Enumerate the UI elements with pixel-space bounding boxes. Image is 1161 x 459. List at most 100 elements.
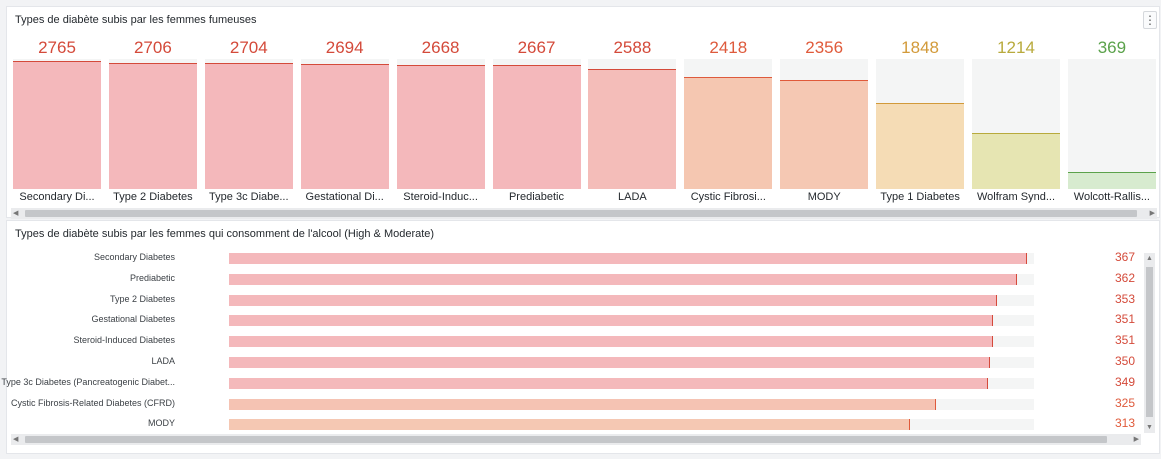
gauge-fill — [876, 103, 965, 189]
alcohol-diabetes-panel: Types de diabète subis par les femmes qu… — [1, 220, 1160, 454]
gauge-track — [300, 59, 389, 189]
gauge-fill — [108, 63, 197, 189]
bar-track — [229, 336, 1034, 348]
scrollbar-thumb[interactable] — [25, 436, 1107, 443]
gauge-track — [396, 59, 485, 189]
bar-row: MODY 313 — [7, 415, 1135, 433]
gauge: 369 Wolcott-Rallis... — [1067, 7, 1156, 207]
scroll-right-icon[interactable]: ▶ — [1149, 210, 1155, 217]
gauge-label: Type 2 Diabetes — [113, 191, 193, 203]
gauge-value: 2588 — [613, 38, 652, 57]
gauge-fill — [684, 76, 773, 189]
scrollbar-thumb[interactable] — [25, 210, 1137, 217]
bar-label: Secondary Diabetes — [93, 252, 175, 262]
gauge-fill — [396, 65, 485, 189]
bar-row: Gestational Diabetes 351 — [7, 311, 1135, 329]
gauge: 2588 LADA — [588, 7, 677, 207]
gauge-track — [780, 59, 869, 189]
gauge-track — [204, 59, 293, 189]
vertical-scrollbar[interactable]: ▲ ▼ — [1144, 253, 1155, 433]
gauge-track — [492, 59, 581, 189]
gauge-value: 2706 — [133, 38, 172, 57]
gauge-fill — [972, 132, 1060, 189]
gauge-track — [588, 59, 677, 189]
gauge: 1214 Wolfram Synd... — [972, 7, 1060, 207]
kebab-menu-icon[interactable]: ⋮ — [1143, 11, 1157, 29]
gauge-fill — [588, 68, 677, 189]
gauge-label: Gestational Di... — [305, 191, 384, 203]
gauge-value: 1214 — [997, 38, 1035, 57]
scroll-up-icon[interactable]: ▲ — [1146, 255, 1153, 262]
bar-row: Secondary Diabetes 367 — [7, 249, 1135, 267]
bar-track — [229, 357, 1034, 368]
scroll-left-icon[interactable]: ◀ — [13, 436, 19, 443]
gauge-track — [684, 59, 773, 189]
bar-fill — [229, 357, 991, 368]
gauge-value: 2667 — [517, 38, 556, 57]
bar-value: 353 — [1114, 291, 1135, 306]
panel-title: Types de diabète subis par les femmes qu… — [15, 228, 435, 240]
bar-row: Steroid-Induced Diabetes 351 — [7, 332, 1135, 350]
bar-fill — [229, 294, 997, 306]
gauge: 2667 Prediabetic — [492, 7, 581, 207]
gauge-label: Cystic Fibrosi... — [690, 191, 766, 203]
gauge: 2704 Type 3c Diabe... — [204, 7, 293, 207]
gauge-track — [1067, 59, 1156, 189]
scroll-right-icon[interactable]: ▶ — [1133, 436, 1139, 443]
panel-title: Types de diabète subis par les femmes fu… — [15, 14, 257, 26]
bar-label: MODY — [148, 418, 175, 429]
gauge-label: Wolfram Synd... — [976, 191, 1056, 203]
smokers-diabetes-panel: Types de diabète subis par les femmes fu… — [6, 6, 1160, 219]
bar-track — [229, 377, 1034, 389]
bar-label: Steroid-Induced Diabetes — [73, 335, 175, 346]
gauge-track — [13, 59, 101, 189]
gauge-value: 369 — [1097, 38, 1127, 57]
bar-value: 325 — [1114, 395, 1135, 410]
scroll-down-icon[interactable]: ▼ — [1146, 424, 1153, 431]
bar-track — [229, 273, 1034, 285]
gauge: 2356 MODY — [780, 7, 869, 207]
scrollbar-thumb[interactable] — [1146, 267, 1153, 417]
bar-fill — [229, 273, 1017, 285]
bar-label: Prediabetic — [129, 272, 175, 283]
horizontal-scrollbar[interactable]: ◀ ▶ — [11, 208, 1157, 219]
gauge-value: 2704 — [229, 38, 268, 57]
horizontal-scrollbar[interactable]: ◀ ▶ — [11, 434, 1141, 445]
gauge-label: Secondary Di... — [19, 191, 95, 203]
gauge-label: Steroid-Induc... — [403, 191, 478, 203]
bar-track — [229, 315, 1034, 327]
scroll-left-icon[interactable]: ◀ — [13, 210, 19, 217]
gauge: 2668 Steroid-Induc... — [396, 7, 485, 207]
bar-fill — [229, 377, 989, 389]
bar-value: 362 — [1114, 270, 1135, 285]
bar-value: 350 — [1114, 354, 1135, 368]
gauge-label: LADA — [618, 191, 647, 203]
bar-fill — [229, 398, 937, 410]
bar-track — [229, 294, 1034, 306]
gauge-value: 2694 — [325, 38, 364, 57]
bar-value: 349 — [1114, 374, 1135, 389]
bar-row: Cystic Fibrosis-Related Diabetes (CFRD) 3… — [7, 395, 1135, 413]
bar-label: Cystic Fibrosis-Related Diabetes (CFRD) — [10, 397, 175, 408]
gauge-value: 1848 — [901, 38, 939, 57]
bar-fill — [229, 336, 993, 348]
gauge-label: Type 1 Diabetes — [880, 191, 960, 203]
gauge-fill — [492, 65, 581, 189]
bar-label: Type 2 Diabetes — [109, 293, 175, 304]
bar-row: LADA 350 — [7, 353, 1135, 371]
bar-track — [229, 398, 1034, 410]
gauge-value: 2418 — [709, 38, 748, 57]
gauge-value: 2765 — [38, 38, 76, 57]
bar-track — [229, 253, 1034, 264]
gauge: 2418 Cystic Fibrosi... — [684, 7, 773, 207]
bar-row: Prediabetic 362 — [7, 270, 1135, 288]
gauge-label: Wolcott-Rallis... — [1073, 191, 1150, 203]
bar-value: 351 — [1114, 312, 1135, 327]
gauge-label: Prediabetic — [508, 191, 565, 203]
bar-fill — [229, 315, 993, 327]
gauge-track — [108, 59, 197, 189]
gauge-value: 2356 — [805, 38, 844, 57]
gauge-track — [876, 59, 965, 189]
gauge: 1848 Type 1 Diabetes — [876, 7, 965, 207]
bar-value: 313 — [1114, 416, 1135, 431]
